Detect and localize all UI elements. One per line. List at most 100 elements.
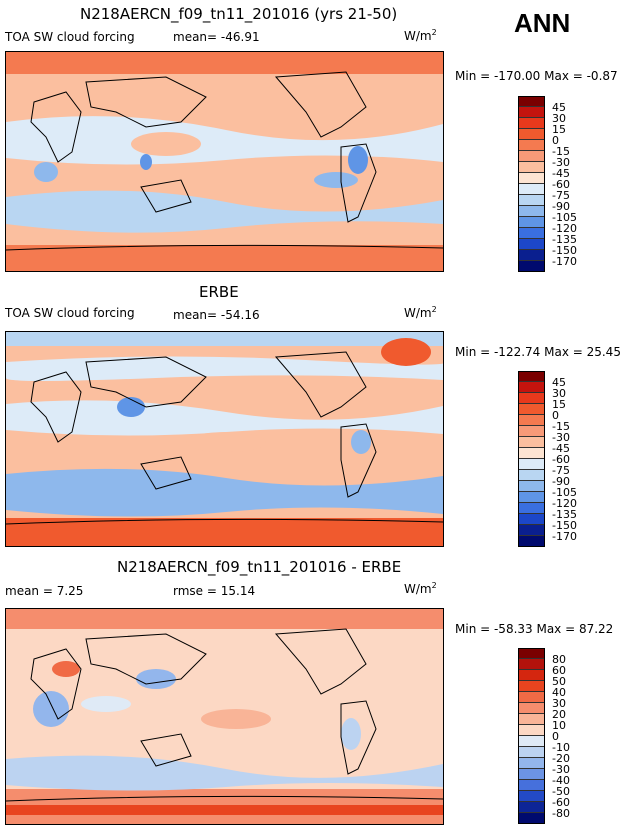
- africa-coastline: [30, 648, 82, 720]
- arctic-band: [6, 52, 443, 74]
- min-max-label: Min = -170.00 Max = -0.87: [455, 69, 618, 83]
- positive-patch: [52, 661, 80, 677]
- arctic-band: [6, 609, 443, 629]
- colorbar-swatch: [518, 725, 545, 736]
- storm-track-band: [6, 356, 443, 381]
- australia-coastline: [140, 733, 192, 767]
- colorbar-swatch: [518, 371, 545, 382]
- colorbar-frame: [518, 96, 545, 272]
- antarctica-coastline: [6, 795, 443, 802]
- colorbar-frame: [518, 648, 545, 824]
- colorbar-swatch: [518, 681, 545, 692]
- colorbar-level-label: -45: [552, 442, 570, 455]
- colorbar: [518, 371, 545, 547]
- negative-patch: [341, 718, 361, 750]
- colorbar-swatch: [518, 791, 545, 802]
- antarctica-coastline: [6, 518, 443, 525]
- map-plot: [5, 51, 444, 272]
- negative-patch: [33, 691, 69, 727]
- colorbar-swatch: [518, 492, 545, 503]
- colorbar-level-label: -105: [552, 486, 577, 499]
- colorbar-level-label: 0: [552, 730, 559, 743]
- convective-patch: [348, 146, 368, 174]
- colorbar-level-label: -60: [552, 178, 570, 191]
- colorbar-level-label: 80: [552, 653, 566, 666]
- units-label: W/m2: [404, 581, 437, 596]
- convective-patch: [351, 430, 371, 454]
- antarctic-band: [6, 245, 443, 271]
- colorbar-swatch: [518, 151, 545, 162]
- colorbar-swatch: [518, 129, 545, 140]
- colorbar-swatch: [518, 769, 545, 780]
- south-america-coastline: [340, 423, 377, 498]
- colorbar-level-label: -60: [552, 453, 570, 466]
- colorbar-level-label: 45: [552, 101, 566, 114]
- subtropic-patch: [131, 132, 201, 156]
- panel-title: N218AERCN_f09_tn11_201016 - ERBE: [117, 558, 402, 576]
- mean-value: mean= -54.16: [173, 308, 260, 322]
- colorbar-level-label: -150: [552, 244, 577, 257]
- positive-patch: [201, 709, 271, 729]
- convective-patch: [314, 172, 358, 188]
- colorbar-swatch: [518, 96, 545, 107]
- subtropic-patch: [186, 432, 266, 452]
- australia-coastline: [140, 456, 192, 490]
- colorbar-swatch: [518, 736, 545, 747]
- negative-patch: [136, 669, 176, 689]
- colorbar-level-label: 30: [552, 387, 566, 400]
- colorbar-swatch: [518, 415, 545, 426]
- variable-label: TOA SW cloud forcing: [5, 30, 135, 44]
- colorbar-swatch: [518, 514, 545, 525]
- colorbar-level-label: 60: [552, 664, 566, 677]
- panel-title: ERBE: [199, 283, 239, 301]
- colorbar-level-label: -20: [552, 752, 570, 765]
- colorbar-level-label: -170: [552, 530, 577, 543]
- colorbar: [518, 648, 545, 824]
- min-max-label: Min = -122.74 Max = 25.45: [455, 345, 621, 359]
- southern-ocean-band: [6, 468, 443, 517]
- map-plot: [5, 331, 444, 547]
- colorbar-swatch: [518, 648, 545, 659]
- colorbar-level-label: -90: [552, 200, 570, 213]
- colorbar-swatch: [518, 206, 545, 217]
- colorbar-swatch: [518, 404, 545, 415]
- min-max-label: Min = -58.33 Max = 87.22: [455, 622, 614, 636]
- eurasia-coastline: [85, 633, 207, 685]
- colorbar-swatch: [518, 802, 545, 813]
- colorbar-level-label: -10: [552, 741, 570, 754]
- colorbar-swatch: [518, 184, 545, 195]
- colorbar-swatch: [518, 459, 545, 470]
- antarctic-band: [6, 518, 443, 546]
- colorbar-swatch: [518, 382, 545, 393]
- antarctica-coastline: [6, 244, 443, 251]
- colorbar-level-label: -120: [552, 222, 577, 235]
- season-label: ANN: [514, 8, 571, 38]
- mean-value: mean= -46.91: [173, 30, 260, 44]
- south-america-coastline: [340, 700, 377, 775]
- colorbar-level-label: -30: [552, 763, 570, 776]
- colorbar-level-label: 40: [552, 686, 566, 699]
- colorbar-level-label: 30: [552, 697, 566, 710]
- colorbar-swatch: [518, 659, 545, 670]
- colorbar-swatch: [518, 393, 545, 404]
- variable-label: TOA SW cloud forcing: [5, 306, 135, 320]
- colorbar-swatch: [518, 448, 545, 459]
- tropical-band: [6, 116, 443, 165]
- colorbar-level-label: 0: [552, 134, 559, 147]
- colorbar-swatch: [518, 195, 545, 206]
- colorbar-swatch: [518, 670, 545, 681]
- colorbar-level-label: 15: [552, 123, 566, 136]
- contour-map: [6, 332, 443, 546]
- colorbar-level-label: 10: [552, 719, 566, 732]
- colorbar-level-label: 20: [552, 708, 566, 721]
- colorbar-swatch: [518, 118, 545, 129]
- colorbar-swatch: [518, 747, 545, 758]
- africa-coastline: [30, 371, 82, 443]
- north-america-coastline: [274, 628, 367, 695]
- colorbar-level-label: -30: [552, 156, 570, 169]
- colorbar-swatch: [518, 714, 545, 725]
- colorbar-swatch: [518, 470, 545, 481]
- antarctic-band-inner: [6, 805, 443, 815]
- colorbar-level-label: 45: [552, 376, 566, 389]
- greenland-patch: [381, 338, 431, 366]
